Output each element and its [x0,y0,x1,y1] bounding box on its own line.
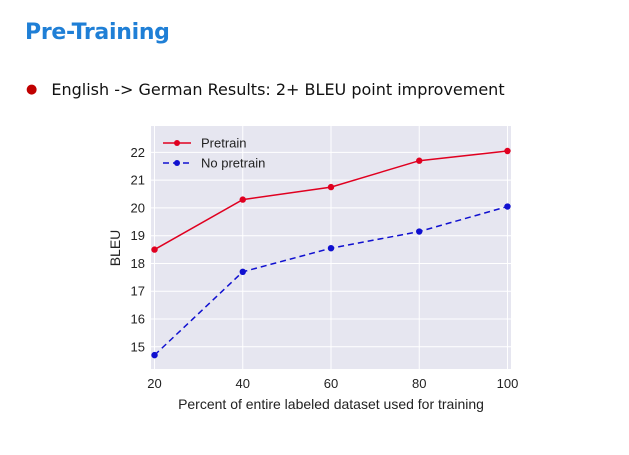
legend: Pretrain No pretrain [163,136,265,171]
x-tick-label: 20 [147,376,161,391]
no-pretrain-point [327,244,335,252]
y-tick-label: 20 [131,200,145,215]
no-pretrain-point [504,203,511,210]
x-tick-label: 100 [497,376,519,391]
x-tick-label: 80 [412,376,426,391]
bullet-item: ● English -> German Results: 2+ BLEU poi… [26,80,505,99]
pretrain-point [327,183,335,191]
y-tick-label: 16 [131,312,145,327]
bullet-text: English -> German Results: 2+ BLEU point… [51,80,505,99]
slide-title: Pre-Training [25,20,170,45]
y-tick-label: 17 [131,284,145,299]
x-tick-label: 40 [236,376,250,391]
pretrain-legend-label: Pretrain [201,136,247,151]
tick-labels: 20 40 60 80 100 15 16 17 18 19 20 21 22 [131,145,519,391]
pretrain-point [416,157,423,164]
no-pretrain-point [416,228,423,235]
grid-lines [151,126,511,369]
pretrain-point [151,246,158,253]
no-pretrain-point [239,268,246,275]
y-tick-label: 18 [131,256,145,271]
y-tick-label: 21 [131,173,145,188]
y-tick-label: 19 [131,228,145,243]
pretrain-legend-marker [174,140,180,146]
no-pretrain-point [151,351,158,359]
bullet-dot-icon: ● [26,82,38,97]
pretrain-point [504,147,511,155]
pretrain-point [239,196,246,203]
y-tick-label: 15 [131,339,145,354]
y-tick-label: 22 [131,145,145,160]
y-axis-label: BLEU [107,230,123,267]
no-pretrain-legend-marker [174,160,180,166]
x-axis-label: Percent of entire labeled dataset used f… [178,396,484,412]
data-series [151,147,511,359]
no-pretrain-legend-label: No pretrain [201,156,265,171]
x-tick-label: 60 [324,376,338,391]
